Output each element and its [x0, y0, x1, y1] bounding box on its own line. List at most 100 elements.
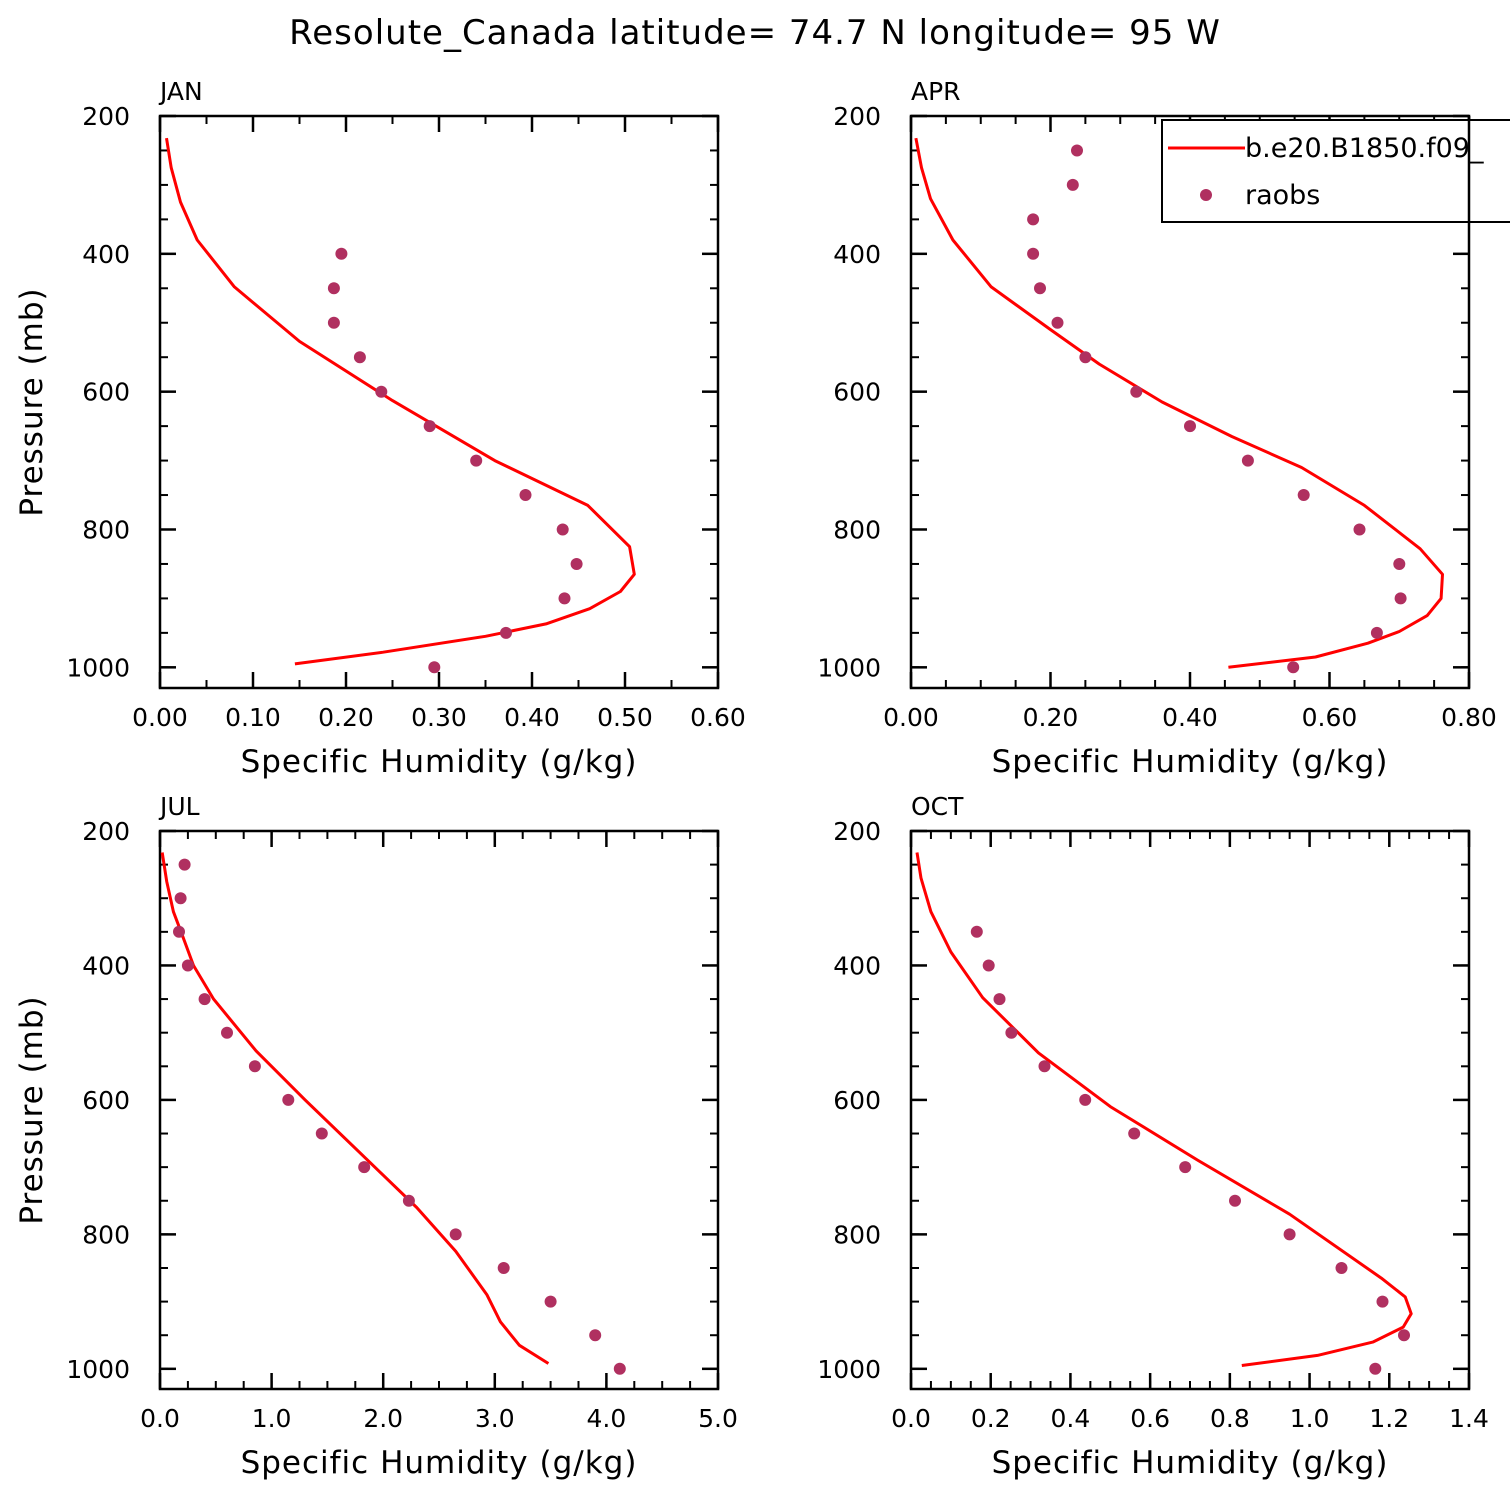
raobs-point: [428, 661, 441, 674]
y-axis-label: Pressure (mb): [14, 287, 50, 516]
figure-title: Resolute_Canada latitude= 74.7 N longitu…: [289, 13, 1221, 53]
x-tick-label: 0.30: [411, 703, 467, 732]
x-tick-label: 0.0: [891, 1404, 931, 1433]
ticks: [158, 829, 720, 1389]
raobs-point: [519, 489, 532, 501]
model-line: [160, 852, 550, 1365]
panel-jan: 0.00 0.10 0.20 0.30 0.40 0.50 0.60 200 400 600 800…: [14, 77, 746, 780]
x-axis-label: Specific Humidity (g/kg): [241, 744, 638, 780]
raobs-point: [353, 351, 366, 364]
y-tick-label: 200: [82, 817, 130, 846]
panel-label: APR: [911, 77, 961, 106]
y-tick-label: 1000: [66, 1355, 130, 1384]
x-tick-label: 1.4: [1449, 1404, 1489, 1433]
x-tick-label: 1.0: [1290, 1404, 1330, 1433]
x-tick-label: 1.2: [1369, 1404, 1409, 1433]
legend-marker-swatch: [1200, 189, 1212, 201]
raobs-point: [1051, 316, 1064, 329]
y-tick-label: 800: [82, 1220, 130, 1249]
raobs-point: [613, 1362, 626, 1375]
x-tick-label: 1.0: [252, 1404, 292, 1433]
plot-frame: [158, 829, 720, 1391]
raobs-point: [1335, 1262, 1348, 1274]
panel-label: JAN: [158, 77, 203, 106]
raobs-point: [402, 1194, 415, 1207]
x-tick-label: 0.20: [1023, 703, 1079, 732]
raobs-point: [198, 993, 211, 1006]
x-tick-label: 0.40: [1162, 703, 1218, 732]
raobs-point: [327, 282, 340, 295]
legend-label-model: b.e20.B1850.f09_: [1245, 133, 1484, 164]
y-tick-label: 1000: [817, 1355, 881, 1384]
raobs-point: [375, 385, 388, 398]
x-tick-label: 0.50: [597, 703, 653, 732]
x-tick-label: 0.2: [971, 1404, 1011, 1433]
raobs-point: [174, 892, 187, 905]
raobs-points: [970, 925, 1410, 1375]
y-tick-label: 800: [833, 515, 881, 544]
raobs-point: [589, 1329, 602, 1342]
raobs-point: [1179, 1161, 1192, 1174]
raobs-point: [282, 1093, 295, 1106]
raobs-points: [327, 247, 583, 674]
x-axis-label: Specific Humidity (g/kg): [241, 1445, 638, 1481]
y-tick-label: 200: [833, 817, 881, 846]
x-tick-label: 0.80: [1441, 703, 1497, 732]
raobs-point: [1034, 282, 1046, 295]
y-tick-label: 600: [833, 378, 881, 407]
panel-label: OCT: [911, 792, 964, 821]
raobs-point: [1027, 247, 1040, 260]
y-tick-label: 400: [82, 951, 130, 980]
panel-apr: 0.00 0.20 0.40 0.60 0.80 200 400 600 800 1000 APR S…: [817, 77, 1496, 780]
raobs-point: [1353, 523, 1366, 536]
ticks: [909, 829, 1471, 1389]
raobs-point: [335, 247, 348, 260]
raobs-point: [497, 1262, 510, 1274]
raobs-point: [1005, 1026, 1018, 1039]
x-tick-label: 0.00: [883, 703, 939, 732]
raobs-point: [1393, 558, 1406, 570]
raobs-point: [1027, 213, 1040, 226]
y-tick-label: 1000: [66, 653, 130, 682]
raobs-points: [1027, 144, 1407, 674]
raobs-point: [327, 316, 340, 329]
x-axis-label: Specific Humidity (g/kg): [992, 744, 1389, 780]
raobs-point: [181, 959, 194, 972]
raobs-point: [1241, 454, 1254, 467]
raobs-point: [1287, 661, 1300, 674]
raobs-point: [1297, 489, 1310, 501]
x-tick-label: 5.0: [698, 1404, 738, 1433]
raobs-point: [500, 626, 512, 639]
raobs-point: [1283, 1228, 1296, 1241]
panel-label: JUL: [158, 792, 200, 821]
model-line: [915, 852, 1413, 1367]
raobs-point: [1370, 626, 1383, 639]
y-tick-label: 1000: [817, 653, 881, 682]
x-tick-label: 0.40: [504, 703, 560, 732]
raobs-point: [544, 1295, 557, 1308]
x-tick-label: 0.60: [690, 703, 746, 732]
raobs-point: [423, 420, 436, 433]
legend-background: [1163, 121, 1510, 221]
x-tick-label: 0.0: [140, 1404, 180, 1433]
ticks: [158, 114, 720, 688]
raobs-point: [970, 925, 983, 938]
raobs-point: [1369, 1362, 1382, 1375]
raobs-point: [1079, 351, 1092, 364]
x-tick-label: 0.00: [132, 703, 188, 732]
raobs-point: [449, 1228, 462, 1241]
panel-jul: 0.0 1.0 2.0 3.0 4.0 5.0 200 400 600 800 1000 JUL Spe…: [14, 792, 738, 1481]
raobs-point: [1066, 178, 1079, 191]
raobs-point: [982, 959, 995, 972]
y-tick-label: 400: [82, 240, 130, 269]
y-tick-label: 200: [833, 102, 881, 131]
y-tick-label: 400: [833, 240, 881, 269]
raobs-point: [1071, 144, 1083, 157]
x-tick-label: 4.0: [587, 1404, 627, 1433]
raobs-point: [556, 523, 569, 536]
x-tick-label: 2.0: [363, 1404, 403, 1433]
raobs-point: [1038, 1060, 1051, 1073]
y-tick-label: 400: [833, 951, 881, 980]
x-tick-label: 0.10: [225, 703, 281, 732]
